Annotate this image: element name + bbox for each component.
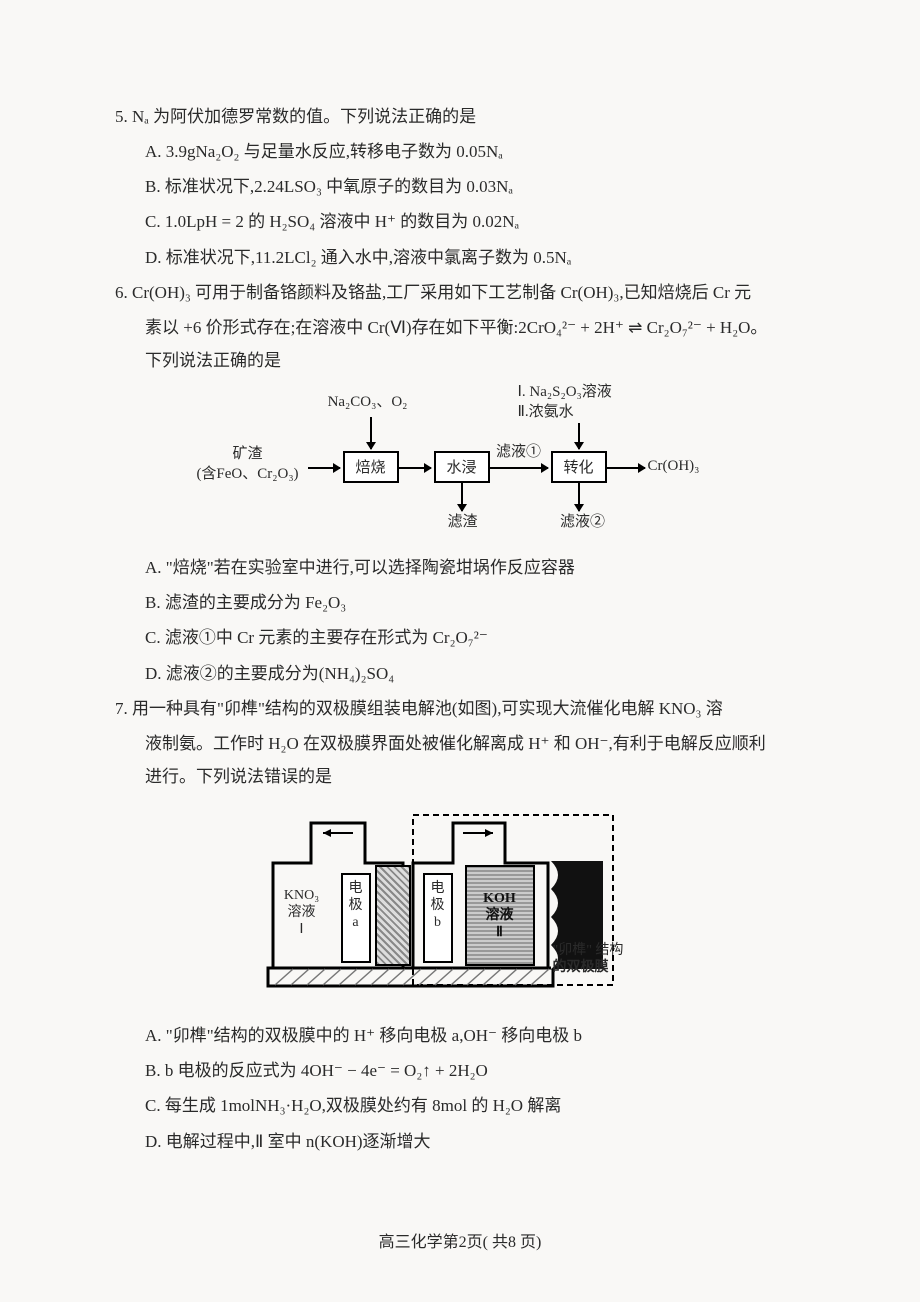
q6-option-d: D. 滤液②的主要成分为(NH₄)₂SO₄ bbox=[115, 657, 820, 690]
flow-output: Cr(OH)₃ bbox=[648, 457, 738, 477]
q6-flowchart: 矿渣 (含FeO、Cr₂O₃) 焙烧 Na₂CO₃、O₂ 水浸 滤液① 滤渣 转… bbox=[188, 385, 748, 545]
q5-option-c: C. 1.0LpH = 2 的 H₂SO₄ 溶液中 H⁺ 的数目为 0.02Nₐ bbox=[115, 205, 820, 238]
q6-option-b: B. 滤渣的主要成分为 Fe₂O₃ bbox=[115, 586, 820, 619]
q7-stem-line3: 进行。下列说法错误的是 bbox=[115, 760, 820, 793]
q5-option-b: B. 标准状况下,2.24LSO₃ 中氧原子的数目为 0.03Nₐ bbox=[115, 170, 820, 203]
q7-option-a: A. "卯榫"结构的双极膜中的 H⁺ 移向电极 a,OH⁻ 移向电极 b bbox=[115, 1019, 820, 1052]
flow-box-convert: 转化 bbox=[551, 451, 607, 483]
q5-option-a: A. 3.9gNa₂O₂ 与足量水反应,转移电子数为 0.05Nₐ bbox=[115, 135, 820, 168]
diagram-left-solution: KNO₃ 溶液 Ⅰ bbox=[277, 888, 327, 938]
q7-stem-line2: 液制氨。工作时 H₂O 在双极膜界面处被催化解离成 H⁺ 和 OH⁻,有利于电解… bbox=[115, 727, 820, 760]
q7-diagram: KNO₃ 溶液 Ⅰ 电 极 a 电 极 b KOH 溶液 Ⅱ "卯榫" 结构 的… bbox=[253, 803, 683, 1013]
q7-option-b: B. b 电极的反应式为 4OH⁻ − 4e⁻ = O₂↑ + 2H₂O bbox=[115, 1054, 820, 1087]
flow-box-roast: 焙烧 bbox=[343, 451, 399, 483]
q7-stem-line1: 7. 用一种具有"卯榫"结构的双极膜组装电解池(如图),可实现大流催化电解 KN… bbox=[115, 692, 820, 725]
q7-option-c: C. 每生成 1molNH₃·H₂O,双极膜处约有 8mol 的 H₂O 解离 bbox=[115, 1089, 820, 1122]
flow-box-leach: 水浸 bbox=[434, 451, 490, 483]
diagram-membrane-label-2: 的双极膜 bbox=[553, 960, 609, 975]
q7-option-d: D. 电解过程中,Ⅱ 室中 n(KOH)逐渐增大 bbox=[115, 1125, 820, 1158]
flow-residue: 滤渣 bbox=[438, 513, 488, 533]
flow-top-input-2b: Ⅱ.浓氨水 bbox=[518, 404, 574, 420]
flow-top-input-2a: Ⅰ. Na₂S₂O₃溶液 bbox=[518, 384, 612, 400]
q6-option-c: C. 滤液①中 Cr 元素的主要存在形式为 Cr₂O₇²⁻ bbox=[115, 621, 820, 654]
flow-top-input-1: Na₂CO₃、O₂ bbox=[308, 393, 428, 413]
flow-input-left-1: 矿渣 bbox=[232, 446, 262, 462]
flow-filtrate-2: 滤液② bbox=[548, 513, 618, 533]
q6-option-a: A. "焙烧"若在实验室中进行,可以选择陶瓷坩埚作反应容器 bbox=[115, 551, 820, 584]
q6-stem-line2: 素以 +6 价形式存在;在溶液中 Cr(Ⅵ)存在如下平衡:2CrO₄²⁻ + 2… bbox=[115, 311, 820, 344]
q5-stem: 5. Nₐ 为阿伏加德罗常数的值。下列说法正确的是 bbox=[115, 100, 820, 133]
q6-stem-line3: 下列说法正确的是 bbox=[115, 344, 820, 377]
flow-filtrate-1: 滤液① bbox=[491, 443, 547, 463]
page-footer: 高三化学第2页( 共8 页) bbox=[0, 1227, 920, 1258]
flow-input-left-2: (含FeO、Cr₂O₃) bbox=[196, 466, 298, 482]
diagram-electrode-a: 电 极 a bbox=[341, 881, 371, 931]
q6-stem-line1: 6. Cr(OH)₃ 可用于制备铬颜料及铬盐,工厂采用如下工艺制备 Cr(OH)… bbox=[115, 276, 820, 309]
diagram-electrode-b: 电 极 b bbox=[423, 881, 453, 931]
diagram-membrane-label-1: "卯榫" 结构 bbox=[553, 943, 624, 958]
diagram-right-solution: KOH 溶液 Ⅱ bbox=[465, 891, 535, 941]
q5-option-d: D. 标准状况下,11.2LCl₂ 通入水中,溶液中氯离子数为 0.5Nₐ bbox=[115, 241, 820, 274]
